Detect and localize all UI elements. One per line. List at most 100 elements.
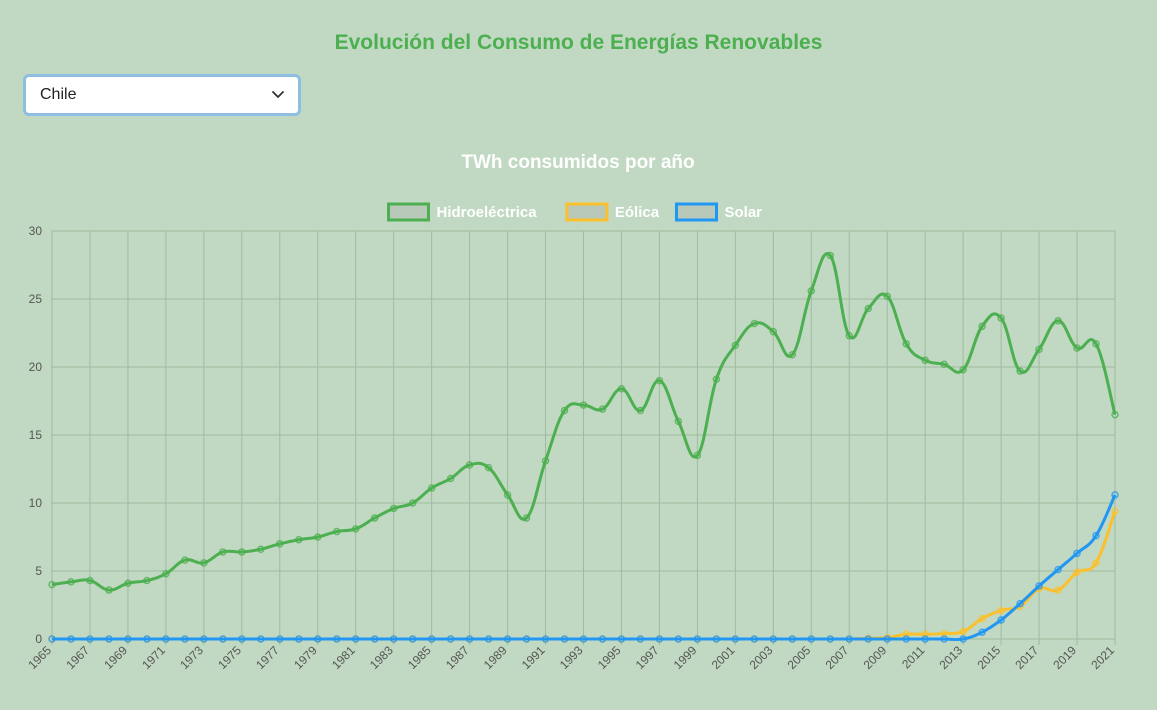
data-point[interactable] bbox=[807, 635, 816, 643]
data-point[interactable] bbox=[1073, 549, 1081, 558]
data-point[interactable] bbox=[978, 628, 986, 636]
data-point[interactable] bbox=[997, 606, 1005, 615]
data-point[interactable] bbox=[351, 635, 360, 643]
data-point[interactable] bbox=[162, 635, 170, 643]
data-point[interactable] bbox=[314, 635, 322, 643]
data-point[interactable] bbox=[332, 635, 341, 643]
data-point[interactable] bbox=[351, 525, 360, 533]
data-point[interactable] bbox=[788, 635, 797, 643]
data-point[interactable] bbox=[617, 385, 626, 393]
data-point[interactable] bbox=[750, 635, 759, 643]
data-point[interactable] bbox=[1016, 599, 1024, 608]
data-point[interactable] bbox=[598, 635, 607, 643]
data-point[interactable] bbox=[257, 545, 265, 553]
data-point[interactable] bbox=[902, 630, 910, 638]
data-point[interactable] bbox=[503, 491, 512, 499]
data-point[interactable] bbox=[389, 635, 398, 643]
data-point[interactable] bbox=[883, 635, 891, 643]
data-point[interactable] bbox=[465, 635, 474, 643]
data-point[interactable] bbox=[940, 360, 948, 369]
data-point[interactable] bbox=[1111, 410, 1119, 419]
data-point[interactable] bbox=[238, 548, 246, 556]
data-point[interactable] bbox=[1092, 531, 1100, 540]
data-point[interactable] bbox=[674, 635, 683, 643]
legend-item[interactable]: Eólica bbox=[565, 202, 660, 222]
data-point[interactable] bbox=[655, 376, 664, 385]
data-point[interactable] bbox=[86, 635, 94, 643]
data-point[interactable] bbox=[48, 580, 56, 589]
data-point[interactable] bbox=[902, 635, 910, 643]
data-point[interactable] bbox=[902, 340, 910, 348]
data-point[interactable] bbox=[864, 304, 872, 313]
data-point[interactable] bbox=[845, 635, 853, 643]
data-point[interactable] bbox=[674, 417, 683, 426]
data-point[interactable] bbox=[143, 635, 151, 643]
data-point[interactable] bbox=[864, 635, 872, 643]
data-point[interactable] bbox=[959, 635, 967, 643]
data-point[interactable] bbox=[67, 635, 75, 643]
data-point[interactable] bbox=[162, 569, 170, 578]
data-point[interactable] bbox=[314, 533, 322, 541]
data-point[interactable] bbox=[921, 630, 929, 638]
data-point[interactable] bbox=[105, 586, 113, 594]
legend-item[interactable]: Solar bbox=[675, 202, 763, 222]
data-point[interactable] bbox=[1016, 367, 1024, 375]
legend-item[interactable]: Hidroeléctrica bbox=[387, 202, 538, 222]
data-point[interactable] bbox=[1092, 559, 1100, 567]
data-point[interactable] bbox=[408, 635, 417, 643]
data-point[interactable] bbox=[1054, 565, 1062, 574]
data-point[interactable] bbox=[370, 635, 379, 643]
data-point[interactable] bbox=[560, 406, 569, 415]
data-point[interactable] bbox=[750, 319, 759, 328]
data-point[interactable] bbox=[769, 327, 778, 336]
data-point[interactable] bbox=[67, 578, 75, 586]
data-point[interactable] bbox=[636, 406, 645, 415]
data-point[interactable] bbox=[522, 514, 531, 522]
data-point[interactable] bbox=[295, 535, 303, 544]
data-point[interactable] bbox=[1092, 340, 1100, 348]
data-point[interactable] bbox=[541, 635, 550, 643]
data-point[interactable] bbox=[978, 614, 986, 623]
data-point[interactable] bbox=[200, 635, 208, 643]
data-point[interactable] bbox=[105, 635, 113, 643]
data-point[interactable] bbox=[1035, 582, 1043, 590]
data-point[interactable] bbox=[389, 504, 398, 513]
data-point[interactable] bbox=[826, 635, 835, 643]
data-point[interactable] bbox=[693, 451, 702, 460]
data-point[interactable] bbox=[731, 341, 740, 349]
data-point[interactable] bbox=[997, 616, 1005, 624]
data-point[interactable] bbox=[940, 635, 948, 643]
data-point[interactable] bbox=[883, 292, 891, 301]
data-point[interactable] bbox=[959, 627, 967, 636]
data-point[interactable] bbox=[219, 548, 227, 556]
data-point[interactable] bbox=[446, 635, 455, 643]
data-point[interactable] bbox=[579, 635, 588, 643]
data-point[interactable] bbox=[826, 251, 835, 260]
data-point[interactable] bbox=[124, 579, 132, 587]
data-point[interactable] bbox=[484, 635, 493, 643]
data-point[interactable] bbox=[712, 375, 721, 383]
data-point[interactable] bbox=[1035, 345, 1043, 354]
data-point[interactable] bbox=[560, 635, 569, 643]
data-point[interactable] bbox=[541, 457, 550, 465]
data-point[interactable] bbox=[295, 635, 303, 643]
data-point[interactable] bbox=[807, 287, 816, 295]
data-point[interactable] bbox=[219, 635, 227, 643]
data-point[interactable] bbox=[181, 556, 189, 564]
data-point[interactable] bbox=[731, 635, 740, 643]
data-point[interactable] bbox=[921, 635, 929, 643]
data-point[interactable] bbox=[370, 514, 379, 522]
data-point[interactable] bbox=[845, 331, 853, 340]
data-point[interactable] bbox=[978, 322, 986, 330]
data-point[interactable] bbox=[522, 635, 531, 643]
data-point[interactable] bbox=[181, 635, 189, 643]
data-point[interactable] bbox=[655, 635, 664, 643]
data-point[interactable] bbox=[408, 499, 417, 507]
data-point[interactable] bbox=[200, 559, 208, 567]
data-point[interactable] bbox=[1054, 586, 1062, 594]
data-point[interactable] bbox=[427, 635, 436, 643]
data-point[interactable] bbox=[693, 635, 702, 643]
data-point[interactable] bbox=[484, 463, 493, 472]
data-point[interactable] bbox=[788, 351, 797, 359]
data-point[interactable] bbox=[48, 635, 56, 643]
